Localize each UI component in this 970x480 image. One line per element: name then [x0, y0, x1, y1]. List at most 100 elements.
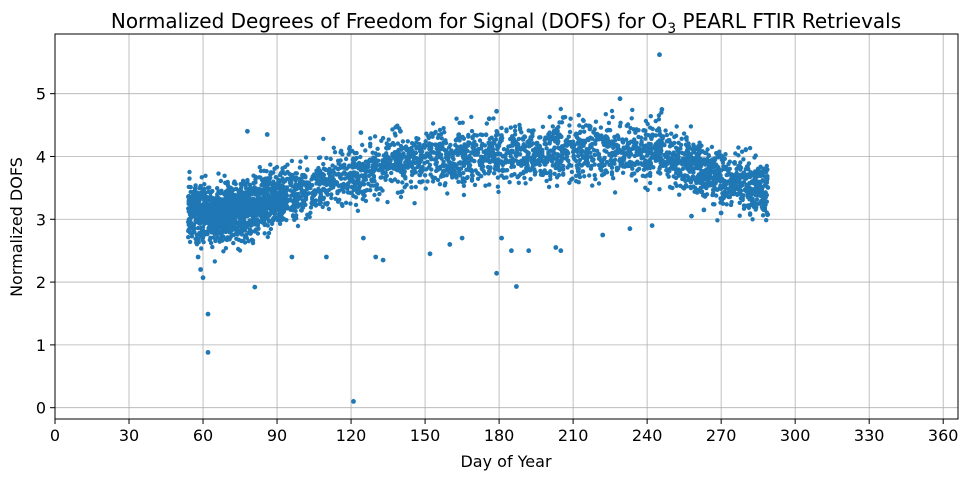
data-point: [461, 170, 466, 176]
data-point: [604, 159, 610, 165]
data-point: [448, 169, 453, 175]
data-point: [385, 199, 390, 205]
data-point: [356, 186, 362, 191]
data-point: [508, 154, 513, 159]
data-point: [385, 155, 391, 160]
data-point: [247, 210, 252, 215]
data-point: [738, 165, 744, 170]
data-point: [289, 198, 294, 203]
data-point: [312, 176, 317, 181]
data-point: [225, 182, 230, 187]
data-point: [329, 192, 334, 197]
data-point: [277, 178, 282, 183]
data-point: [354, 155, 359, 161]
data-point: [186, 193, 191, 199]
data-point: [712, 156, 717, 162]
data-point: [624, 150, 629, 155]
data-point: [445, 156, 450, 162]
data-point: [494, 270, 499, 276]
data-point: [748, 187, 753, 193]
data-point: [519, 160, 525, 166]
data-point: [361, 173, 366, 178]
data-point: [723, 152, 728, 157]
data-point: [484, 121, 489, 126]
data-point: [557, 132, 562, 137]
data-point: [310, 195, 315, 200]
data-point: [459, 235, 465, 241]
data-point: [570, 141, 575, 147]
data-point: [400, 173, 406, 178]
data-point: [509, 248, 514, 254]
data-point: [287, 180, 293, 185]
data-point: [592, 162, 597, 167]
data-point: [673, 181, 678, 186]
data-point: [645, 173, 650, 178]
data-point: [235, 232, 240, 237]
data-point: [525, 153, 530, 159]
data-point: [226, 210, 231, 215]
data-point: [350, 148, 355, 154]
data-point: [466, 132, 471, 138]
data-point: [470, 145, 475, 150]
data-point: [628, 151, 634, 157]
data-point: [469, 128, 475, 134]
data-point: [472, 182, 478, 188]
data-point: [437, 182, 443, 187]
data-point: [648, 114, 653, 119]
data-point: [755, 182, 760, 187]
data-point: [557, 168, 562, 173]
data-point: [350, 165, 356, 170]
data-point: [272, 200, 277, 205]
data-point: [457, 148, 462, 153]
data-point: [262, 208, 267, 213]
data-point: [508, 143, 513, 148]
data-point: [443, 152, 449, 157]
data-point: [210, 217, 216, 222]
data-point: [469, 150, 474, 155]
data-point: [196, 240, 201, 245]
data-point: [405, 139, 410, 144]
data-point: [311, 172, 317, 177]
data-point: [611, 176, 616, 181]
data-point: [420, 164, 425, 170]
data-point: [199, 217, 204, 222]
data-point: [566, 134, 571, 139]
data-point: [535, 161, 540, 166]
data-point: [580, 148, 585, 154]
data-point: [356, 166, 361, 171]
data-point: [482, 171, 488, 176]
data-point: [368, 144, 373, 149]
data-point: [679, 173, 684, 178]
data-point: [723, 185, 728, 191]
data-point: [239, 193, 245, 199]
data-point: [512, 132, 518, 137]
data-point: [706, 180, 711, 186]
data-point: [482, 154, 487, 160]
data-point: [290, 184, 296, 189]
data-point: [385, 166, 390, 172]
data-point: [494, 108, 499, 114]
data-point: [720, 201, 726, 206]
data-point: [423, 139, 428, 144]
data-point: [360, 164, 365, 169]
data-point: [228, 185, 233, 190]
data-point: [750, 180, 755, 186]
data-point: [437, 127, 443, 133]
data-point: [307, 214, 312, 220]
data-point: [609, 139, 615, 144]
data-point: [318, 155, 323, 160]
data-point: [187, 176, 192, 181]
data-point: [582, 174, 587, 179]
data-point: [759, 173, 764, 179]
data-point: [298, 208, 304, 213]
data-point: [755, 166, 761, 172]
data-point: [194, 232, 200, 238]
data-point: [554, 135, 559, 140]
data-point: [567, 123, 572, 128]
data-point: [257, 205, 262, 210]
data-point: [266, 213, 272, 218]
data-point: [671, 174, 676, 179]
data-point: [218, 203, 223, 208]
x-tick-label: 120: [336, 426, 367, 445]
data-point: [193, 236, 198, 242]
